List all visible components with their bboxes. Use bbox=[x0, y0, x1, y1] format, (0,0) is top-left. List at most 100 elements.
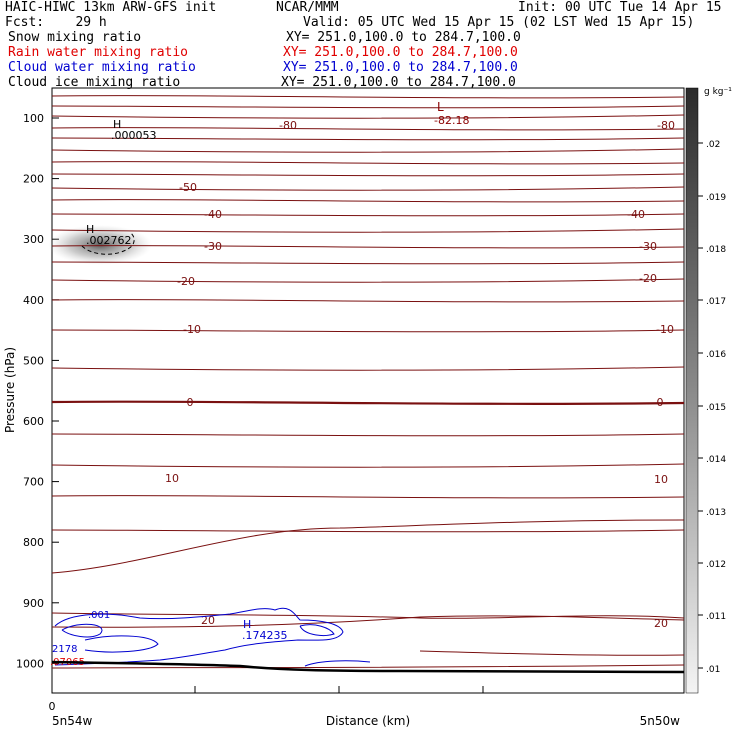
isotherm-line bbox=[51, 228, 685, 233]
colorbar-tick-label: .011 bbox=[706, 612, 726, 622]
y-tick-label: 600 bbox=[23, 415, 44, 428]
colorbar-tick-label: .015 bbox=[706, 403, 726, 413]
isotherm-label: -30 bbox=[204, 240, 222, 253]
isotherm-line bbox=[51, 664, 685, 669]
y-tick-label: 500 bbox=[23, 354, 44, 367]
isotherm-line bbox=[51, 95, 685, 99]
colorbar-tick-label: .014 bbox=[706, 455, 726, 465]
cloud-ice-shading bbox=[48, 225, 152, 265]
isotherm-label: -80 bbox=[657, 119, 675, 132]
forecast-hour: Fcst: 29 h bbox=[5, 15, 107, 30]
high-value: .002762 bbox=[86, 234, 132, 247]
isotherm-line bbox=[51, 519, 685, 574]
field-cloudwater-xy: XY= 251.0,100.0 to 284.7,100.0 bbox=[283, 60, 518, 75]
field-rain-name: Rain water mixing ratio bbox=[8, 45, 189, 60]
low-value: -82.18 bbox=[434, 114, 469, 127]
isotherm-line bbox=[51, 213, 685, 217]
isotherm-label: 10 bbox=[165, 472, 179, 485]
isotherm-label: -50 bbox=[179, 181, 197, 194]
isotherm-line bbox=[51, 278, 685, 283]
colorbar-unit: g kg⁻¹ bbox=[704, 87, 732, 97]
isotherm-label: 20 bbox=[654, 617, 668, 630]
isotherm-label: -40 bbox=[204, 208, 222, 221]
isotherm-labels: -80 -80 -50 -40 -40 -30 -30 -20 -20 -10 -10 0 0 10 10 2… bbox=[165, 119, 675, 630]
valid-time: Valid: 05 UTC Wed 15 Apr 15 (02 LST Wed … bbox=[303, 15, 695, 30]
isotherm-label: 10 bbox=[654, 473, 668, 486]
isotherm-line bbox=[51, 245, 685, 249]
colorbar-tick-label: .017 bbox=[706, 297, 726, 307]
isotherm-line bbox=[51, 148, 685, 153]
isotherm-line bbox=[51, 433, 685, 437]
y-tick-label: 1000 bbox=[16, 657, 44, 670]
model-title: HAIC-HIWC 13km ARW-GFS init bbox=[5, 0, 217, 15]
colorbar-tick-label: .013 bbox=[706, 508, 726, 518]
isotherm-label: -80 bbox=[279, 119, 297, 132]
field-cloudice-xy: XY= 251.0,100.0 to 284.7,100.0 bbox=[281, 75, 516, 90]
colorbar-tick-label: .02 bbox=[706, 140, 720, 150]
isotherm-line bbox=[419, 650, 685, 656]
y-axis: 100 200 300 400 500 600 700 800 900 1000 bbox=[16, 112, 59, 670]
x-right-label: 5n50w bbox=[640, 714, 681, 728]
high-symbol: H bbox=[86, 223, 94, 236]
isotherm-line bbox=[51, 366, 685, 371]
colorbar-tick-label: .012 bbox=[706, 560, 726, 570]
isotherm-label: -20 bbox=[639, 272, 657, 285]
isotherm-label: -30 bbox=[639, 240, 657, 253]
y-axis-title: Pressure (hPa) bbox=[3, 347, 17, 433]
y-tick-label: 100 bbox=[23, 112, 44, 125]
cloud-contour-label: .001 bbox=[88, 610, 110, 621]
isotherm-line bbox=[51, 127, 685, 131]
isotherm-line bbox=[51, 463, 685, 468]
high-value: .174235 bbox=[242, 629, 288, 642]
isotherm-line bbox=[51, 495, 685, 499]
cloud-water-contours bbox=[54, 607, 371, 667]
cloud-ice-contour bbox=[81, 231, 135, 255]
x-left-label: 5n54w bbox=[52, 714, 93, 728]
isotherm-line bbox=[51, 137, 685, 141]
isotherm-line bbox=[51, 329, 685, 333]
x-start-tick: 0 bbox=[49, 700, 56, 713]
colorbar-tick-label: .016 bbox=[706, 350, 726, 360]
isotherm-label: -10 bbox=[656, 323, 674, 336]
colorbar-ticks: .02 .019 .018 .017 .016 .015 .014 .013 .012 .011.… bbox=[698, 140, 726, 675]
cloud-contour-label: 2178 bbox=[52, 644, 77, 655]
field-cloudwater-name: Cloud water mixing ratio bbox=[8, 60, 196, 75]
high-value: .000053 bbox=[111, 129, 157, 142]
y-tick-label: 200 bbox=[23, 173, 44, 186]
colorbar bbox=[685, 87, 699, 694]
isotherm-label: 0 bbox=[657, 396, 664, 409]
field-rain-xy: XY= 251.0,100.0 to 284.7,100.0 bbox=[283, 45, 518, 60]
isotherm-label: -10 bbox=[183, 323, 201, 336]
field-snow-xy: XY= 251.0,100.0 to 284.7,100.0 bbox=[286, 30, 521, 45]
isotherm-line bbox=[51, 199, 685, 203]
y-tick-label: 900 bbox=[23, 597, 44, 610]
y-tick-label: 700 bbox=[23, 476, 44, 489]
terrain-surface bbox=[51, 660, 685, 674]
x-ticks bbox=[194, 686, 484, 693]
isotherm-line bbox=[51, 114, 685, 119]
isotherm-line bbox=[51, 615, 685, 628]
organization: NCAR/MMM bbox=[276, 0, 339, 15]
field-snow-name: Snow mixing ratio bbox=[8, 30, 142, 45]
isotherm-line bbox=[51, 261, 685, 265]
init-time: Init: 00 UTC Tue 14 Apr 15 bbox=[518, 0, 722, 15]
y-tick-label: 400 bbox=[23, 294, 44, 307]
y-tick-label: 800 bbox=[23, 536, 44, 549]
plot-frame bbox=[51, 87, 685, 694]
isotherm-label: -40 bbox=[627, 208, 645, 221]
high-symbol: H bbox=[243, 618, 251, 631]
isotherm-label: -20 bbox=[177, 275, 195, 288]
isotherm-line bbox=[51, 161, 685, 165]
high-symbol: H bbox=[113, 118, 121, 131]
colorbar-tick-label: .01 bbox=[706, 665, 720, 675]
isotherm-line bbox=[51, 299, 685, 303]
isotherm-line bbox=[51, 400, 685, 405]
colorbar-tick-label: .018 bbox=[706, 245, 726, 255]
isotherm-label: 0 bbox=[187, 396, 194, 409]
isotherm-line bbox=[51, 105, 685, 109]
isotherm-line bbox=[51, 186, 685, 191]
isotherm-label: 20 bbox=[201, 614, 215, 627]
field-cloudice-name: Cloud ice mixing ratio bbox=[8, 75, 181, 90]
